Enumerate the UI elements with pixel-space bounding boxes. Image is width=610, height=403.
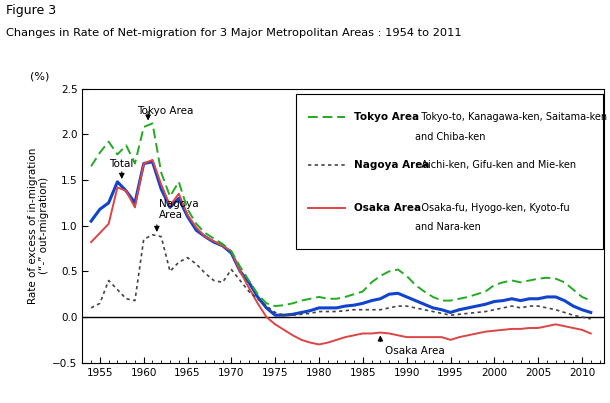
Text: and Chiba-ken: and Chiba-ken xyxy=(415,132,486,141)
Text: Total: Total xyxy=(109,159,133,169)
Text: Nagoya Area: Nagoya Area xyxy=(354,160,429,170)
Y-axis label: Rate of excess of in-migration
(“-” out-migration): Rate of excess of in-migration (“-” out-… xyxy=(28,147,49,304)
Text: Tokyo Area: Tokyo Area xyxy=(354,112,419,123)
Text: : Tokyo-to, Kanagawa-ken, Saitama-ken: : Tokyo-to, Kanagawa-ken, Saitama-ken xyxy=(415,112,607,123)
Text: Nagoya
Area: Nagoya Area xyxy=(159,199,198,220)
Text: : Osaka-fu, Hyogo-ken, Kyoto-fu: : Osaka-fu, Hyogo-ken, Kyoto-fu xyxy=(415,203,570,213)
Text: Tokyo Area: Tokyo Area xyxy=(137,106,193,116)
Text: Osaka Area: Osaka Area xyxy=(354,203,421,213)
Text: Figure 3: Figure 3 xyxy=(6,4,56,17)
Text: and Nara-ken: and Nara-ken xyxy=(415,222,481,232)
Text: Changes in Rate of Net‑migration for 3 Major Metropolitan Areas : 1954 to 2011: Changes in Rate of Net‑migration for 3 M… xyxy=(6,28,462,38)
Text: Osaka Area: Osaka Area xyxy=(385,346,445,356)
Text: : Aichi-ken, Gifu-ken and Mie-ken: : Aichi-ken, Gifu-ken and Mie-ken xyxy=(415,160,576,170)
FancyBboxPatch shape xyxy=(296,94,603,249)
Text: (%): (%) xyxy=(30,72,49,82)
